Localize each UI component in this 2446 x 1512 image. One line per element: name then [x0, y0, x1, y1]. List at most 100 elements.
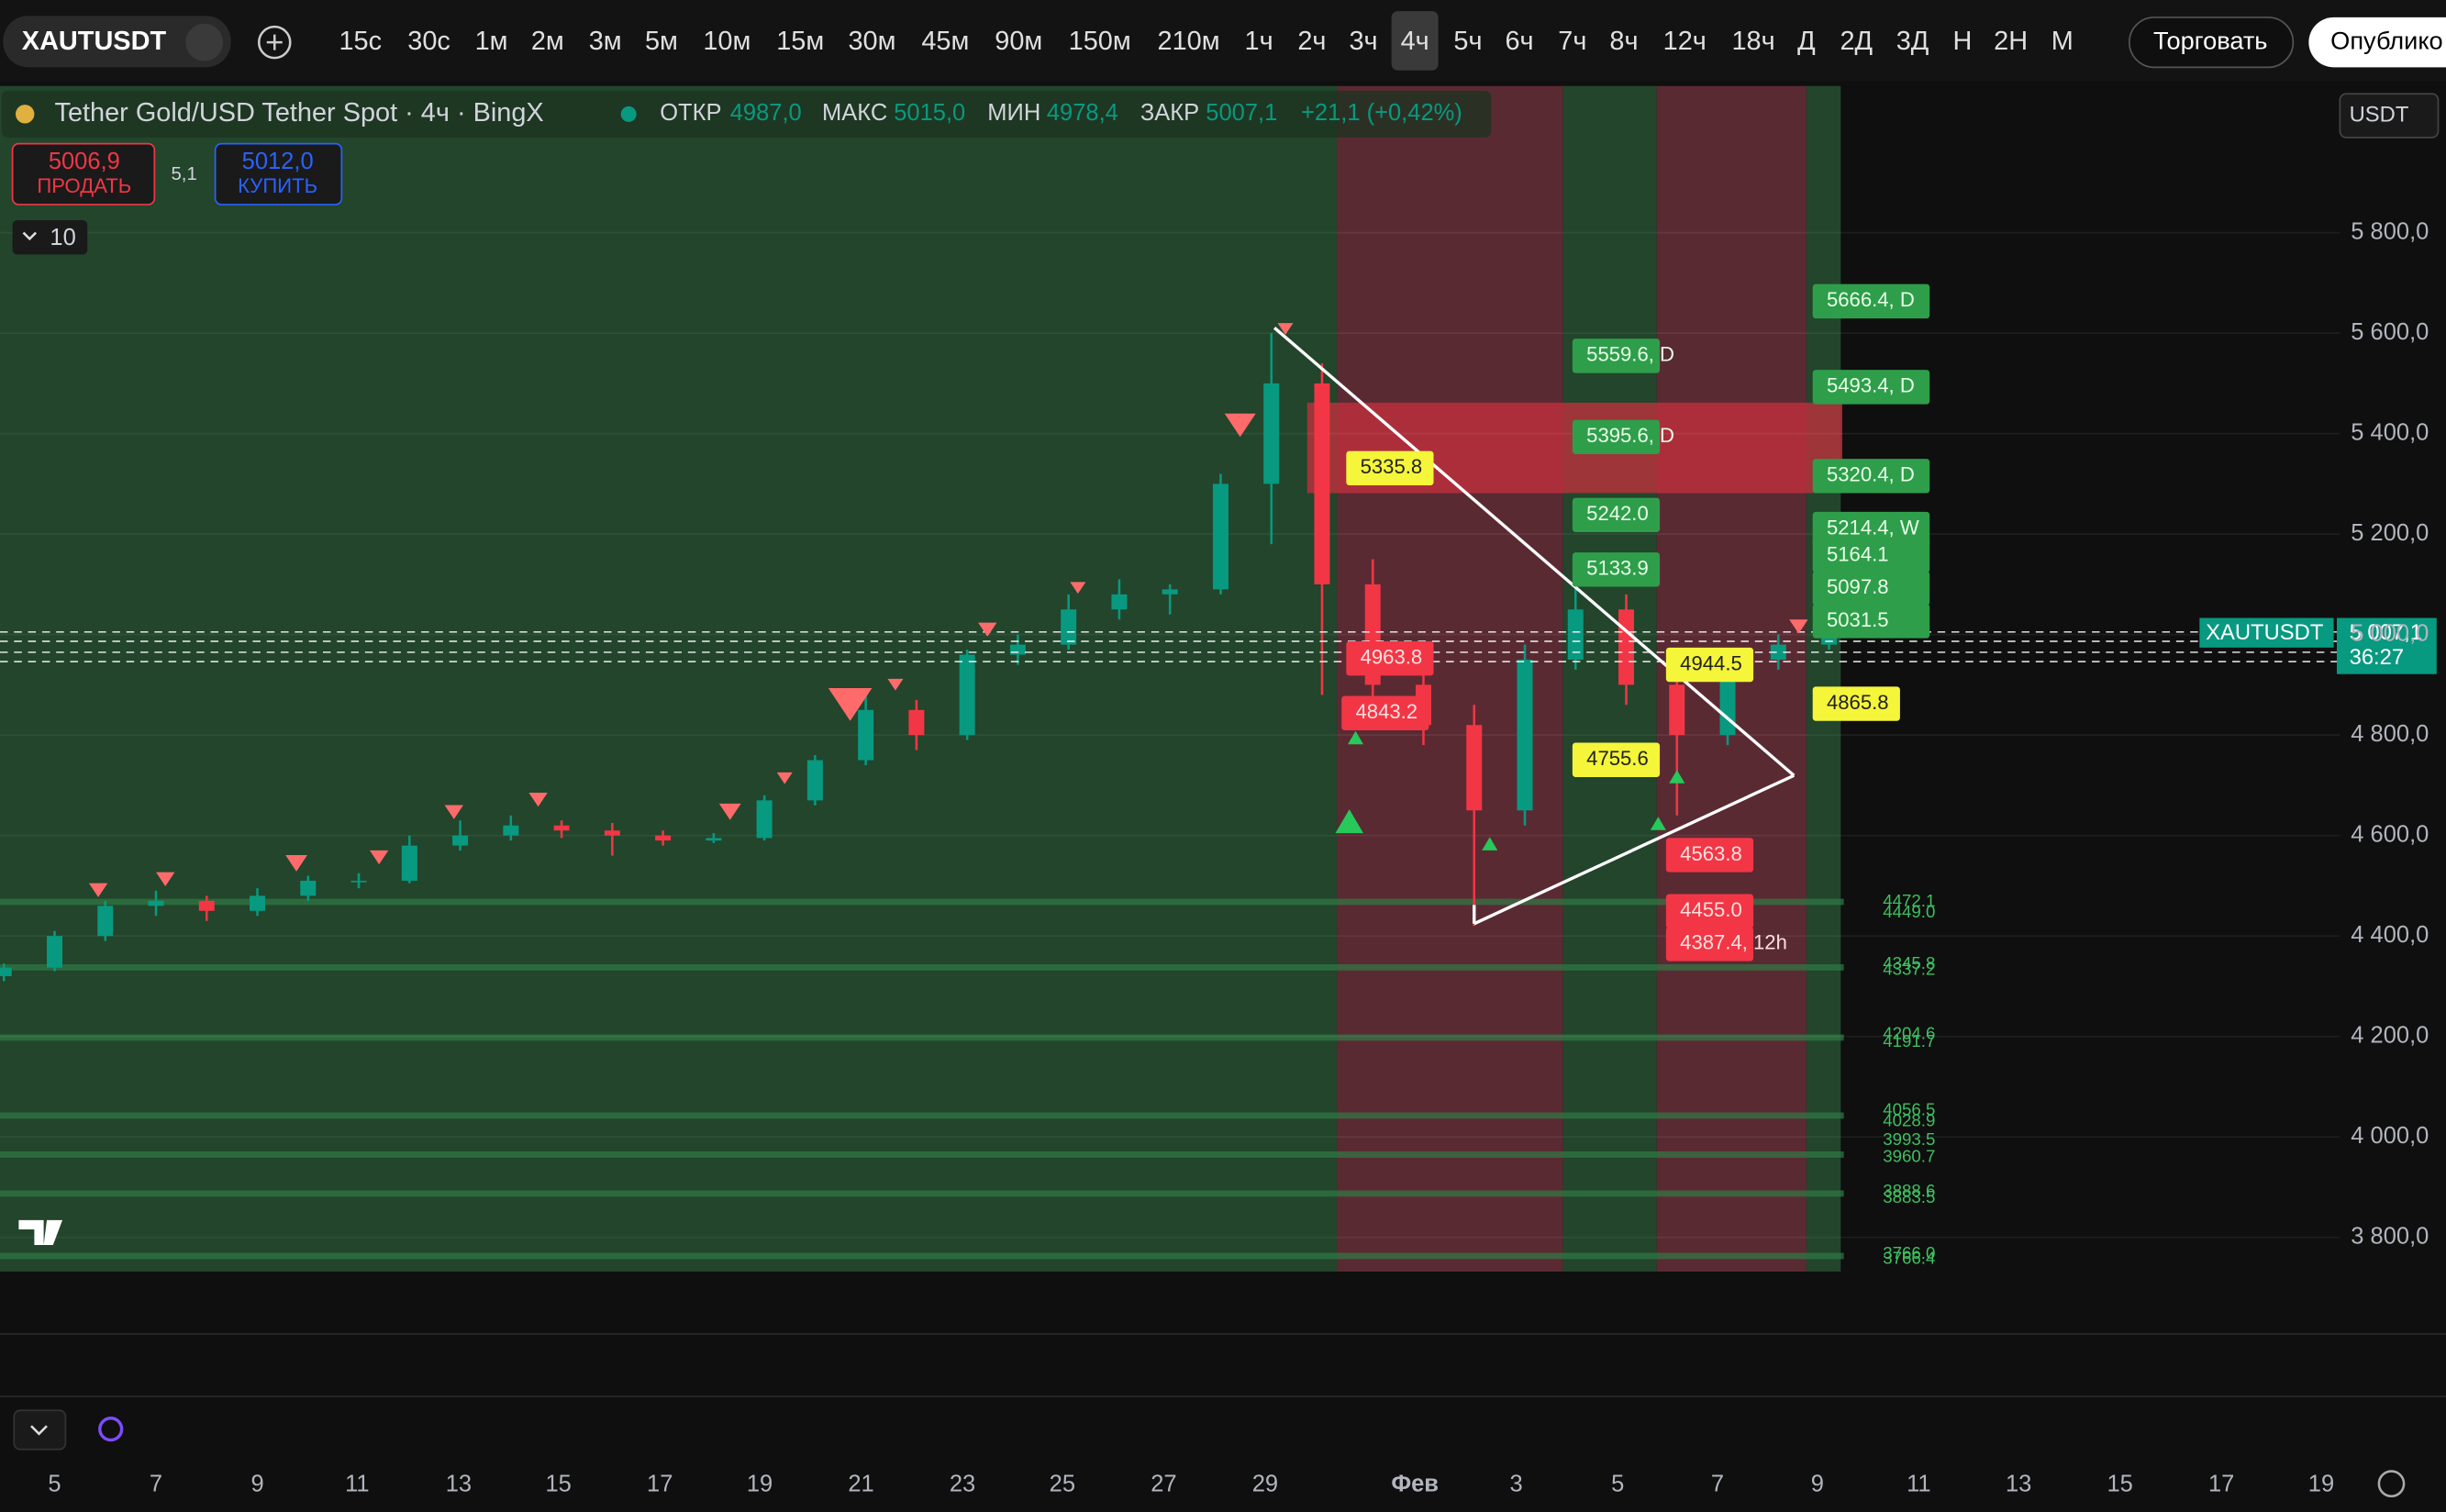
settings-icon[interactable]	[2377, 1470, 2406, 1498]
interval[interactable]: 15м	[776, 27, 824, 56]
interval[interactable]: 3Д	[1896, 27, 1929, 56]
buy-signal	[1650, 817, 1666, 830]
green-label: 5242.0	[1586, 502, 1649, 525]
interval[interactable]: 18ч	[1731, 27, 1774, 56]
red-tag	[1665, 894, 1754, 928]
sell-signal	[528, 792, 548, 807]
add-symbol[interactable]	[257, 25, 292, 60]
y-tick-label: 4 200,0	[2351, 1022, 2429, 1048]
sell-signal	[718, 803, 741, 820]
interval[interactable]: 5ч	[1453, 27, 1482, 56]
x-tick-label: 23	[950, 1472, 975, 1497]
interval[interactable]: 210м	[1158, 27, 1220, 56]
interval[interactable]: 2Д	[1840, 27, 1873, 56]
interval[interactable]: 15с	[339, 27, 382, 56]
level-label: 4472.1	[1883, 891, 1935, 910]
interval[interactable]: М	[2051, 27, 2074, 56]
x-tick-label: 19	[2308, 1472, 2334, 1497]
level-label: 4056.5	[1883, 1100, 1935, 1119]
interval[interactable]: 8ч	[1609, 27, 1638, 56]
interval[interactable]: 5м	[645, 27, 678, 56]
level-label: 3993.5	[1883, 1129, 1935, 1149]
interval[interactable]: 90м	[995, 27, 1042, 56]
yellow-tag	[1665, 647, 1754, 683]
interval[interactable]: 45м	[921, 27, 969, 56]
add-icon	[266, 34, 283, 50]
sell-label[interactable]: ПРОДАТЬ	[37, 174, 131, 197]
x-tick-label: 11	[1907, 1472, 1930, 1497]
interval[interactable]: 1ч	[1245, 27, 1273, 56]
price-tag-symbol-bg	[2199, 617, 2334, 648]
level-band	[0, 963, 1844, 971]
indicators-toggle[interactable]	[12, 219, 88, 255]
sell-button[interactable]	[11, 142, 156, 206]
interval[interactable]: 150м	[1069, 27, 1131, 56]
publish-label[interactable]: Опублико	[2330, 26, 2443, 54]
candle-body	[250, 895, 266, 911]
publish-button[interactable]	[2308, 17, 2446, 68]
premium-icon[interactable]	[185, 23, 224, 61]
price-tag-price: 5 007,1	[2350, 620, 2422, 645]
red-tag	[1665, 927, 1754, 962]
currency[interactable]: USDT	[2350, 102, 2409, 127]
green-label: 5097.8	[1827, 575, 1889, 598]
candle-body	[553, 825, 570, 831]
interval[interactable]: 12ч	[1663, 27, 1707, 56]
interval[interactable]: 30м	[848, 27, 895, 56]
candle-body	[1009, 644, 1026, 655]
interval[interactable]: 2Н	[1994, 27, 2028, 56]
interval[interactable]: 3м	[589, 27, 622, 56]
trendline	[1273, 326, 1796, 777]
sell-signal	[1224, 413, 1256, 438]
currency-button[interactable]	[2339, 93, 2440, 139]
collapse-button[interactable]	[13, 1409, 67, 1451]
sell-price[interactable]: 5006,9	[49, 149, 120, 174]
y-tick-label: 5 800,0	[2351, 218, 2429, 244]
candle-body	[300, 880, 317, 896]
red-tag	[1341, 695, 1429, 730]
buy-signal	[1669, 770, 1685, 784]
symbol-button[interactable]	[3, 16, 231, 68]
trade-label[interactable]: Торговать	[2153, 26, 2267, 54]
candle-body	[1162, 589, 1178, 595]
interval[interactable]: 1м	[475, 27, 508, 56]
buy-price[interactable]: 5012,0	[242, 149, 314, 174]
sell-signal	[978, 622, 997, 637]
sell-signal	[88, 883, 108, 897]
interval[interactable]: 2ч	[1297, 27, 1326, 56]
interval[interactable]: 3ч	[1349, 27, 1377, 56]
green-tag	[1572, 419, 1661, 455]
green-tag	[1812, 604, 1930, 639]
y-tick-label: 5 200,0	[2351, 520, 2429, 546]
level-band	[0, 1151, 1844, 1158]
buy-label[interactable]: КУПИТЬ	[238, 174, 317, 197]
candle-body	[959, 654, 975, 736]
level-label: 3960.7	[1883, 1147, 1935, 1166]
interval[interactable]: 30с	[407, 27, 450, 56]
interval[interactable]: 4ч	[1401, 27, 1429, 56]
interval[interactable]: Д	[1797, 27, 1816, 56]
candle-body	[1669, 684, 1685, 736]
chevron	[22, 231, 38, 241]
indicator-count[interactable]: 10	[50, 225, 75, 250]
trade-button[interactable]	[2128, 17, 2295, 69]
ohlc-high: 5015,0	[894, 100, 965, 126]
y-tick-label: 5 400,0	[2351, 419, 2429, 445]
green-tag	[1812, 571, 1930, 606]
symbol[interactable]: XAUTUSDT	[22, 27, 167, 56]
interval[interactable]: 6ч	[1505, 27, 1533, 56]
ohlc-high-label: МАКС	[822, 100, 887, 126]
interval[interactable]: 10м	[703, 27, 750, 56]
yellow-label: 4944.5	[1680, 651, 1742, 674]
yellow-tag	[1346, 450, 1434, 486]
refresh-icon[interactable]	[98, 1417, 124, 1442]
interval-selected[interactable]	[1391, 11, 1439, 71]
interval[interactable]: 7ч	[1558, 27, 1586, 56]
buy-button[interactable]	[214, 142, 343, 206]
green-label: 5320.4, D	[1827, 463, 1915, 486]
y-tick-label: 5 600,0	[2351, 319, 2429, 345]
level-label: 4337.2	[1883, 960, 1935, 979]
interval[interactable]: Н	[1952, 27, 1972, 56]
interval[interactable]: 2м	[531, 27, 564, 56]
